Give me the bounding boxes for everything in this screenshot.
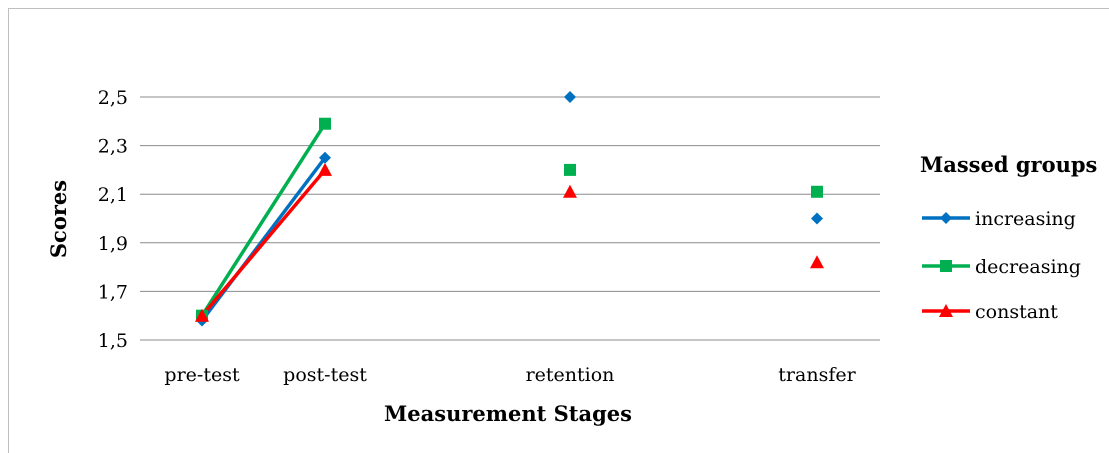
legend-title: Massed groups (920, 152, 1097, 177)
data-point-increasing (811, 212, 823, 225)
data-point-constant (318, 162, 332, 176)
x-tick-labels: pre-test post-test retention transfer (164, 364, 856, 386)
data-point-increasing (564, 91, 576, 103)
series-lines (200, 122, 327, 322)
legend-marker (940, 260, 952, 272)
data-point-decreasing (811, 185, 823, 198)
data-point-decreasing (564, 163, 576, 176)
y-axis-title: Scores (46, 180, 71, 258)
series-line-decreasing (200, 122, 327, 317)
y-tick-label: 1,7 (98, 281, 128, 303)
data-point-constant (195, 308, 209, 322)
legend-marker (939, 304, 953, 317)
legend-label: decreasing (975, 256, 1081, 278)
legend-label: constant (975, 301, 1058, 323)
data-point-constant (810, 255, 824, 269)
y-tick-label: 2,5 (98, 87, 128, 109)
data-point-decreasing (319, 117, 331, 130)
x-tick-label: post-test (283, 364, 367, 386)
y-tick-label: 1,5 (98, 330, 128, 352)
legend-marker (940, 212, 952, 224)
y-tick-label: 2,3 (98, 136, 128, 158)
x-tick-label: pre-test (164, 364, 240, 386)
gridlines (140, 96, 880, 341)
x-tick-label: retention (526, 364, 615, 386)
legend: increasing decreasing constant (922, 208, 1081, 323)
series-line-constant (200, 168, 327, 317)
chart-frame (8, 8, 1109, 453)
x-tick-label: transfer (778, 364, 856, 386)
y-tick-labels: 1,5 1,7 1,9 2,1 2,3 2,5 (98, 87, 128, 352)
data-point-constant (563, 184, 577, 198)
x-axis-title: Measurement Stages (384, 401, 632, 426)
y-tick-label: 1,9 (98, 233, 128, 255)
series-markers (195, 91, 824, 327)
legend-label: increasing (975, 208, 1076, 230)
data-point-increasing (319, 151, 331, 164)
y-tick-label: 2,1 (98, 184, 128, 206)
